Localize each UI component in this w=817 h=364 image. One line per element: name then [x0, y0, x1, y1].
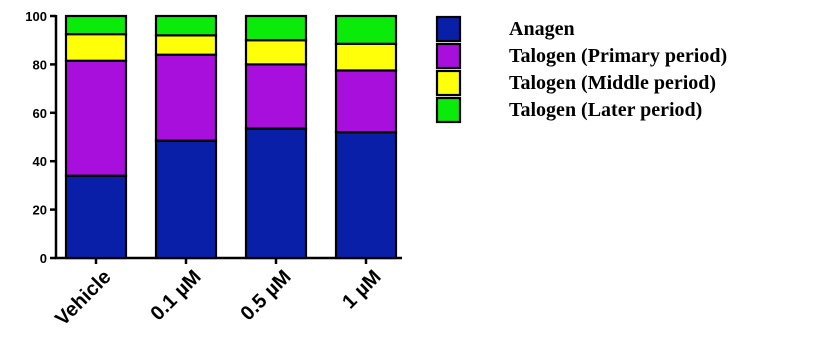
- bar-segment-talogen-later-period-0-5-m: [244, 14, 308, 42]
- bar-segment-anagen-0-5-m: [244, 127, 308, 260]
- y-ticks: 0 20 40 60 80 100: [25, 9, 56, 266]
- legend-label-talogen-primary-period: Talogen (Primary period): [509, 45, 727, 67]
- x-tick-label-0-5-m: 0.5 µM: [236, 266, 295, 325]
- bar-segment-talogen-primary-period-1-m: [334, 69, 398, 134]
- legend-swatch-talogen-primary-period: [435, 42, 462, 70]
- legend-label-anagen: Anagen: [509, 18, 575, 40]
- bar-segment-talogen-primary-period-0-1-m: [154, 53, 218, 142]
- bar-segment-talogen-later-period-1-m: [334, 14, 398, 45]
- legend-swatch-anagen: [435, 15, 462, 43]
- bar-segment-anagen-vehicle: [64, 174, 128, 260]
- bar-segment-talogen-middle-period-1-m: [334, 42, 398, 72]
- x-axis: Vehicle 0.1 µM 0.5 µM 1 µM: [51, 256, 402, 330]
- bar-group-0-1-m: [154, 14, 218, 260]
- bar-segment-talogen-later-period-0-1-m: [154, 14, 218, 37]
- bar-segment-talogen-middle-period-vehicle: [64, 33, 128, 62]
- y-tick-label-40: 40: [33, 154, 47, 169]
- legend-label-talogen-later-period: Talogen (Later period): [509, 99, 702, 121]
- y-tick-label-60: 60: [33, 106, 47, 121]
- bar-segment-talogen-primary-period-0-5-m: [244, 63, 308, 130]
- y-tick-label-20: 20: [33, 203, 47, 218]
- x-tick-label-vehicle: Vehicle: [51, 266, 115, 330]
- legend-item-talogen-later-period: Talogen (Later period): [435, 96, 702, 124]
- bar-segment-anagen-1-m: [334, 131, 398, 260]
- x-tick-label-1-m: 1 µM: [338, 266, 385, 313]
- bar-segment-talogen-middle-period-0-1-m: [154, 34, 218, 56]
- x-tick-label-0-1-m: 0.1 µM: [146, 266, 205, 325]
- legend-item-talogen-primary-period: Talogen (Primary period): [435, 42, 727, 70]
- bar-group-0-5-m: [244, 14, 308, 260]
- y-tick-label-80: 80: [33, 57, 47, 72]
- legend: Anagen Talogen (Primary period) Talogen (M…: [435, 15, 727, 124]
- y-tick-label-100: 100: [25, 9, 47, 24]
- y-tick-label-0: 0: [40, 251, 47, 266]
- bar-segment-talogen-primary-period-vehicle: [64, 59, 128, 177]
- y-axis: 0 20 40 60 80 100: [25, 9, 58, 266]
- legend-swatch-talogen-later-period: [435, 96, 462, 124]
- bar-segment-talogen-middle-period-0-5-m: [244, 39, 308, 66]
- bar-segment-anagen-0-1-m: [154, 139, 218, 260]
- legend-item-anagen: Anagen: [435, 15, 575, 43]
- legend-swatch-talogen-middle-period: [435, 69, 462, 97]
- legend-item-talogen-middle-period: Talogen (Middle period): [435, 69, 716, 97]
- bar-group-vehicle: [64, 14, 128, 260]
- bar-groups: [64, 14, 398, 260]
- bar-segment-talogen-later-period-vehicle: [64, 14, 128, 36]
- legend-label-talogen-middle-period: Talogen (Middle period): [509, 72, 716, 94]
- x-ticks: Vehicle 0.1 µM 0.5 µM 1 µM: [51, 258, 386, 330]
- bar-group-1-m: [334, 14, 398, 260]
